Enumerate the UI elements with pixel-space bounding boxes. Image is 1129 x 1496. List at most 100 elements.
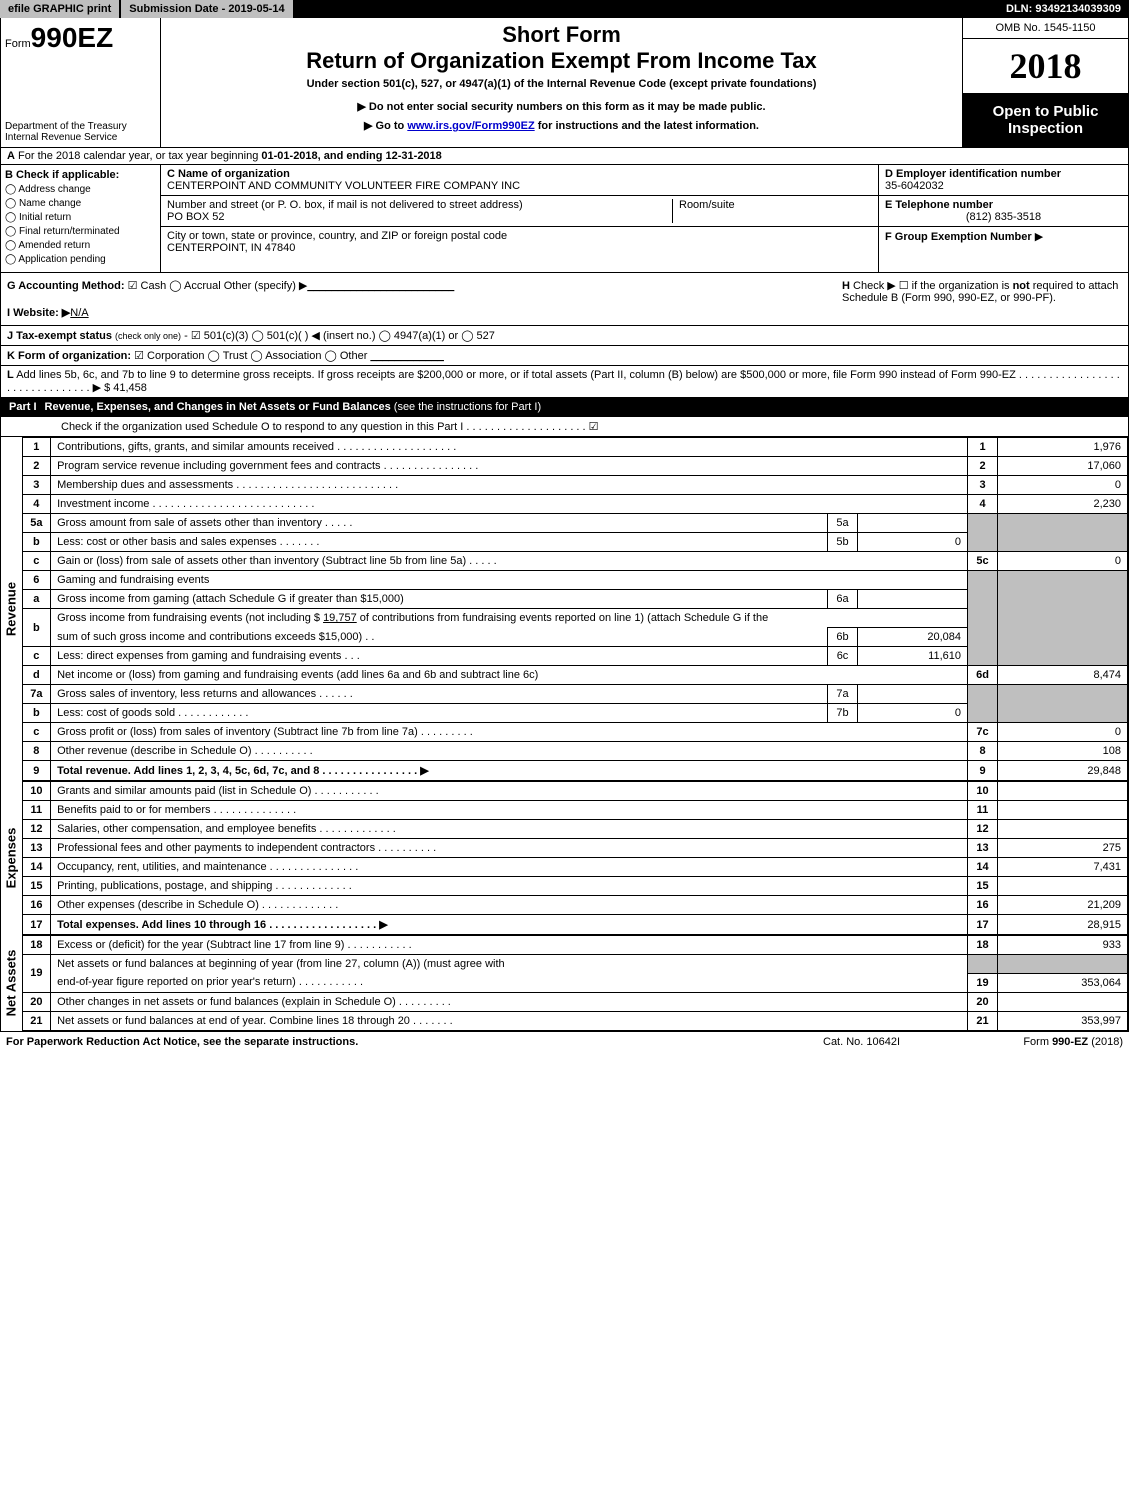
line-19-1: 19Net assets or fund balances at beginni… bbox=[23, 955, 1128, 974]
section-h-not: not bbox=[1013, 280, 1030, 292]
netassets-section: Net Assets 18Excess or (deficit) for the… bbox=[0, 935, 1129, 1032]
chk-address-change[interactable]: ◯ Address change bbox=[5, 184, 156, 195]
omb-number: OMB No. 1545-1150 bbox=[963, 18, 1128, 39]
line-4: 4Investment income . . . . . . . . . . .… bbox=[23, 495, 1128, 514]
section-l-text: Add lines 5b, 6c, and 7b to line 9 to de… bbox=[16, 369, 1016, 381]
accounting-other-line: ________________________ bbox=[307, 280, 454, 292]
privacy-note: ▶ Do not enter social security numbers o… bbox=[165, 100, 958, 113]
line-1: 1Contributions, gifts, grants, and simil… bbox=[23, 438, 1128, 457]
efile-print-button[interactable]: efile GRAPHIC print bbox=[0, 0, 121, 18]
tel-label: E Telephone number bbox=[885, 199, 993, 211]
line-20: 20Other changes in net assets or fund ba… bbox=[23, 992, 1128, 1011]
chk-final-return[interactable]: ◯ Final return/terminated bbox=[5, 226, 156, 237]
sections-gh: G Accounting Method: ☑ Cash ◯ Accrual Ot… bbox=[0, 273, 1129, 326]
section-l-label: L bbox=[7, 369, 14, 381]
section-b-label: B bbox=[5, 169, 13, 181]
line-15: 15Printing, publications, postage, and s… bbox=[23, 877, 1128, 896]
form-title: Return of Organization Exempt From Incom… bbox=[165, 48, 958, 74]
chk-application-pending[interactable]: ◯ Application pending bbox=[5, 254, 156, 265]
tax-exempt-opts: - ☑ 501(c)(3) ◯ 501(c)( ) ◀ (insert no.)… bbox=[184, 330, 495, 342]
ein-value: 35-6042032 bbox=[885, 180, 944, 192]
org-form-opts: ☑ Corporation ◯ Trust ◯ Association ◯ Ot… bbox=[134, 350, 367, 362]
line-18: 18Excess or (deficit) for the year (Subt… bbox=[23, 936, 1128, 955]
org-form-other-line: ____________ bbox=[370, 350, 443, 362]
l6b-post: of contributions from fundraising events… bbox=[357, 612, 769, 624]
org-form-label: K Form of organization: bbox=[7, 350, 131, 362]
accounting-opts: ☑ Cash ◯ Accrual Other (specify) ▶ bbox=[128, 280, 308, 292]
line-6b-1: bGross income from fundraising events (n… bbox=[23, 609, 1128, 628]
section-l: L Add lines 5b, 6c, and 7b to line 9 to … bbox=[0, 366, 1129, 398]
line-17: 17Total expenses. Add lines 10 through 1… bbox=[23, 915, 1128, 935]
org-name: CENTERPOINT AND COMMUNITY VOLUNTEER FIRE… bbox=[167, 180, 872, 192]
line-13: 13Professional fees and other payments t… bbox=[23, 839, 1128, 858]
section-c: C Name of organization CENTERPOINT AND C… bbox=[161, 165, 878, 272]
instructions-note: ▶ Go to www.irs.gov/Form990EZ for instru… bbox=[165, 119, 958, 132]
line-6d: dNet income or (loss) from gaming and fu… bbox=[23, 666, 1128, 685]
line-21: 21Net assets or fund balances at end of … bbox=[23, 1011, 1128, 1030]
line-6c: cLess: direct expenses from gaming and f… bbox=[23, 647, 1128, 666]
part-1-label: Part I bbox=[9, 401, 45, 413]
dept-treasury: Department of the Treasury bbox=[5, 121, 156, 132]
chk-name-change[interactable]: ◯ Name change bbox=[5, 198, 156, 209]
chk-initial-return[interactable]: ◯ Initial return bbox=[5, 212, 156, 223]
line-8: 8Other revenue (describe in Schedule O) … bbox=[23, 742, 1128, 761]
dln: DLN: 93492134039309 bbox=[998, 0, 1129, 18]
line-19-2: end-of-year figure reported on prior yea… bbox=[23, 973, 1128, 992]
form-header: Form990EZ Department of the Treasury Int… bbox=[0, 18, 1129, 148]
cal-mid: , and ending bbox=[318, 150, 386, 162]
part-1-header: Part I Revenue, Expenses, and Changes in… bbox=[0, 398, 1129, 417]
line-7a: 7aGross sales of inventory, less returns… bbox=[23, 685, 1128, 704]
chk-amended-return[interactable]: ◯ Amended return bbox=[5, 240, 156, 251]
note2-suffix: for instructions and the latest informat… bbox=[535, 120, 759, 132]
arrow-icon: ▶ bbox=[1035, 231, 1043, 243]
check-if-applicable: Check if applicable: bbox=[16, 169, 119, 181]
room-suite: Room/suite bbox=[672, 199, 872, 223]
cal-text-prefix: For the 2018 calendar year, or tax year … bbox=[18, 150, 261, 162]
part-1-paren: (see the instructions for Part I) bbox=[394, 401, 541, 413]
line-6b-2: sum of such gross income and contributio… bbox=[23, 628, 1128, 647]
part-1-check-dots: . . . . . . . . . . . . . . . . . . . . … bbox=[463, 421, 598, 433]
line-10: 10Grants and similar amounts paid (list … bbox=[23, 782, 1128, 801]
line-14: 14Occupancy, rent, utilities, and mainte… bbox=[23, 858, 1128, 877]
expenses-label: Expenses bbox=[1, 781, 23, 935]
netassets-label: Net Assets bbox=[1, 935, 23, 1031]
footer-center: Cat. No. 10642I bbox=[823, 1036, 973, 1048]
line-16: 16Other expenses (describe in Schedule O… bbox=[23, 896, 1128, 915]
footer-right: Form 990-EZ (2018) bbox=[973, 1036, 1123, 1048]
line-6: 6Gaming and fundraising events bbox=[23, 571, 1128, 590]
section-k: K Form of organization: ☑ Corporation ◯ … bbox=[0, 346, 1129, 366]
year-end: 12-31-2018 bbox=[386, 150, 442, 162]
instructions-link[interactable]: www.irs.gov/Form990EZ bbox=[407, 120, 534, 132]
section-a: A For the 2018 calendar year, or tax yea… bbox=[0, 148, 1129, 165]
ein-label: D Employer identification number bbox=[885, 168, 1061, 180]
irs-label: Internal Revenue Service bbox=[5, 132, 156, 143]
revenue-table: 1Contributions, gifts, grants, and simil… bbox=[23, 437, 1128, 781]
revenue-label: Revenue bbox=[1, 437, 23, 781]
line-3: 3Membership dues and assessments . . . .… bbox=[23, 476, 1128, 495]
addr-label: Number and street (or P. O. box, if mail… bbox=[167, 199, 672, 211]
expenses-section: Expenses 10Grants and similar amounts pa… bbox=[0, 781, 1129, 935]
revenue-section: Revenue 1Contributions, gifts, grants, a… bbox=[0, 437, 1129, 781]
part-1-check: Check if the organization used Schedule … bbox=[0, 417, 1129, 437]
form-prefix: Form bbox=[5, 38, 31, 50]
sections-bcd: B Check if applicable: ◯ Address change … bbox=[0, 165, 1129, 273]
topbar: efile GRAPHIC print Submission Date - 20… bbox=[0, 0, 1129, 18]
line-7b: bLess: cost of goods sold . . . . . . . … bbox=[23, 704, 1128, 723]
tel-value: (812) 835-3518 bbox=[885, 211, 1122, 223]
tax-exempt-label: J Tax-exempt status bbox=[7, 330, 112, 342]
accounting-method-label: G Accounting Method: bbox=[7, 280, 125, 292]
year-begin: 01-01-2018 bbox=[261, 150, 317, 162]
group-exemption-label: F Group Exemption Number bbox=[885, 231, 1032, 243]
part-1-title: Revenue, Expenses, and Changes in Net As… bbox=[45, 401, 391, 413]
section-l-amount: $ 41,458 bbox=[104, 382, 147, 394]
city-value: CENTERPOINT, IN 47840 bbox=[167, 242, 872, 254]
form-number: Form990EZ bbox=[5, 22, 156, 54]
line-5b: bLess: cost or other basis and sales exp… bbox=[23, 533, 1128, 552]
tax-exempt-small: (check only one) bbox=[115, 331, 181, 341]
form-number-value: 990EZ bbox=[31, 22, 114, 53]
addr-value: PO BOX 52 bbox=[167, 211, 672, 223]
netassets-table: 18Excess or (deficit) for the year (Subt… bbox=[23, 935, 1128, 1031]
line-2: 2Program service revenue including gover… bbox=[23, 457, 1128, 476]
website-label: I Website: ▶ bbox=[7, 307, 70, 319]
l6b-pre: Gross income from fundraising events (no… bbox=[57, 612, 323, 624]
